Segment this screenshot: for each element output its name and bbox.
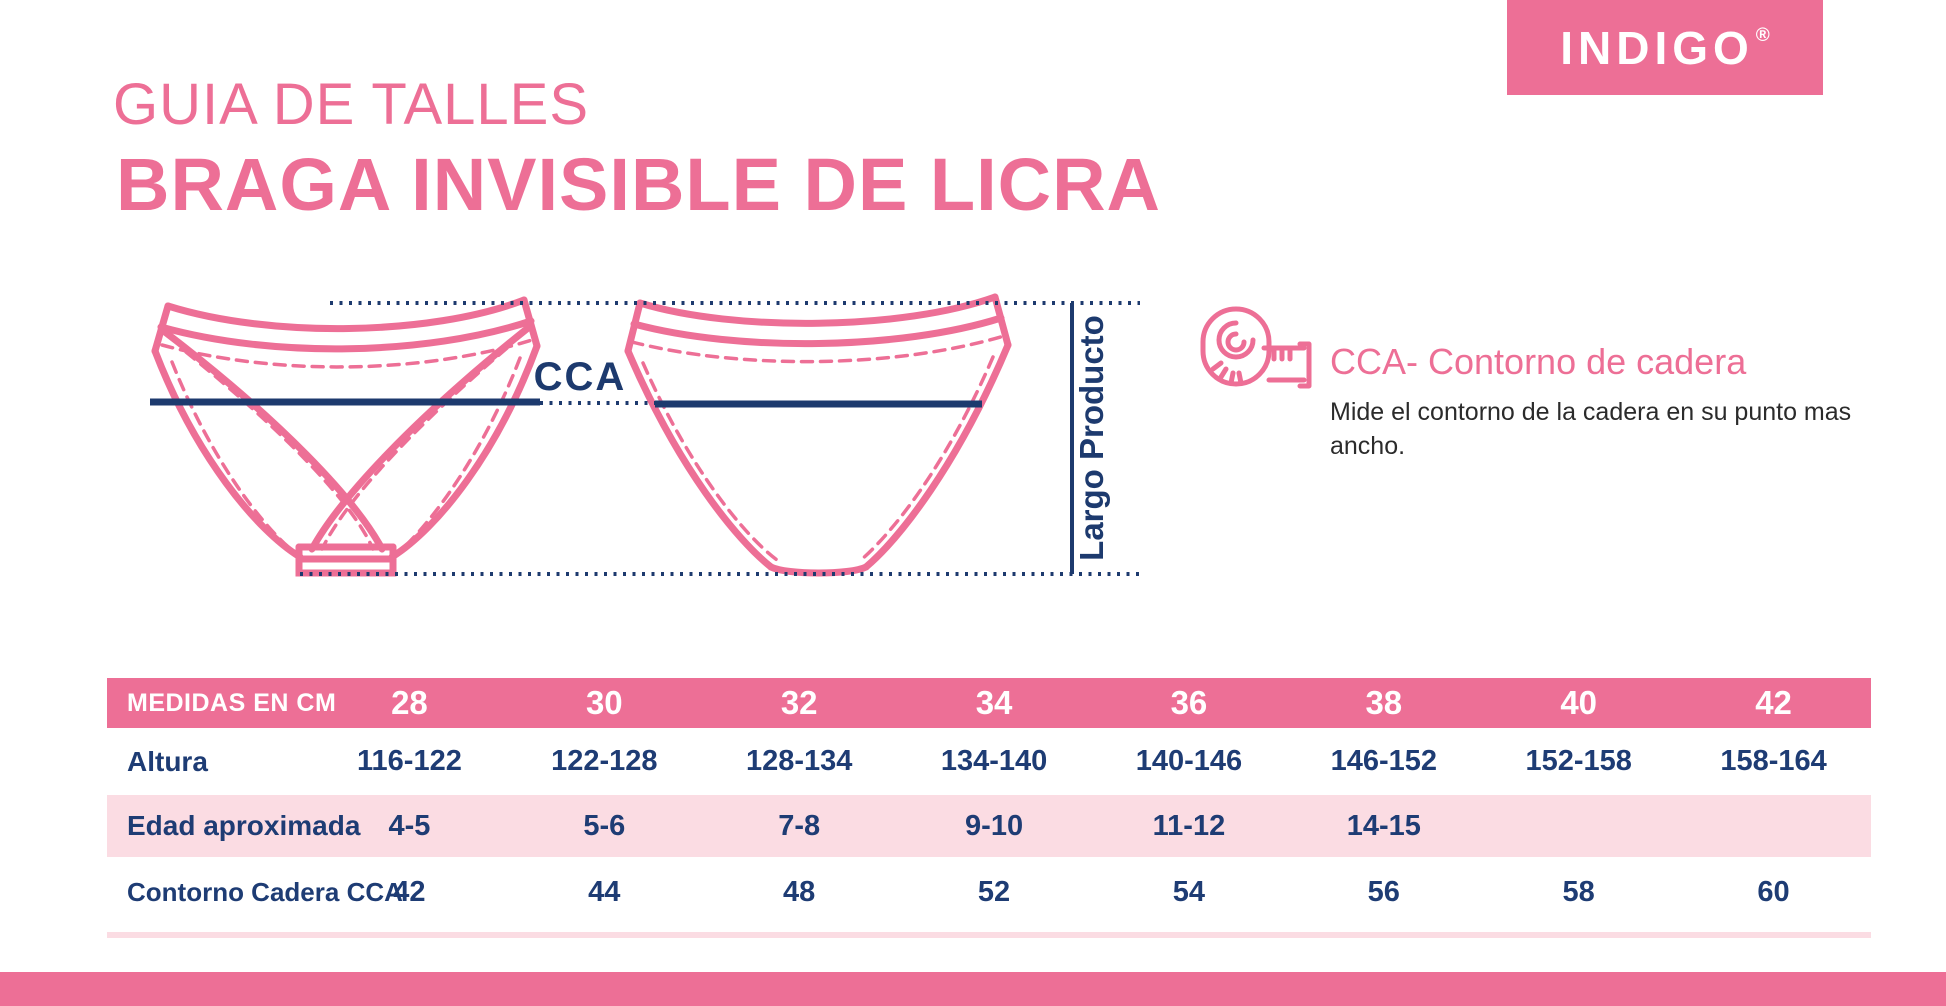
cca-line-label: CCA [534, 355, 627, 399]
table-cell: 9-10 [965, 809, 1024, 842]
size-table: MEDIDAS EN CM 28 30 32 34 36 38 40 42 Al… [107, 678, 1871, 938]
table-cell: 56 [1367, 875, 1400, 908]
table-cell: 134-140 [940, 745, 1048, 777]
cca-info-block: CCA- Contorno de cadera Mide el contorno… [1330, 342, 1946, 464]
table-cell: 7-8 [778, 809, 821, 842]
row-label: Altura [127, 745, 208, 777]
measuring-tape-icon [1200, 306, 1312, 389]
page-title-line2: BRAGA INVISIBLE DE LICRA [116, 143, 1161, 226]
registered-mark: ® [1755, 25, 1770, 46]
table-cell: 140-146 [1135, 745, 1243, 777]
page-title-line1: GUIA DE TALLES [113, 72, 590, 137]
table-cell: 11-12 [1152, 809, 1226, 842]
size-table-header-label: MEDIDAS EN CM [127, 688, 337, 717]
size-table-header: MEDIDAS EN CM 28 30 32 34 36 38 40 42 [107, 678, 1871, 728]
size-column-header: 40 [1560, 684, 1598, 721]
row-label: Contorno Cadera CCA [127, 876, 403, 907]
table-cell: 44 [588, 875, 621, 908]
cca-info-heading: CCA- Contorno de cadera [1330, 341, 1747, 382]
size-column-header: 34 [975, 684, 1013, 721]
size-column-header: 36 [1170, 684, 1208, 721]
table-row-altura: Altura 116-122 122-128 128-134 134-140 1… [107, 728, 1871, 795]
table-row-edad-aproximada: Edad aproximada 4-5 5-6 7-8 9-10 11-12 1… [107, 795, 1871, 857]
table-cell: 116-122 [357, 745, 462, 777]
table-cell: 158-164 [1720, 745, 1827, 777]
table-cell: 4-5 [388, 809, 431, 842]
table-cell: 48 [783, 875, 816, 908]
table-cell: 42 [393, 875, 426, 908]
table-cell: 58 [1562, 875, 1595, 908]
table-cell: 14-15 [1346, 809, 1421, 842]
table-cell: 122-128 [551, 745, 658, 777]
table-cell: 128-134 [745, 745, 853, 777]
size-column-header: 42 [1755, 684, 1792, 721]
row-label: Edad aproximada [127, 810, 361, 841]
table-cell: 54 [1172, 875, 1206, 908]
table-cell: 152-158 [1525, 745, 1632, 777]
table-cell: 5-6 [583, 809, 626, 842]
table-cell: 60 [1757, 875, 1790, 908]
table-row-contorno-cadera: Contorno Cadera CCA 42 44 48 52 54 56 58… [107, 857, 1871, 927]
brand-logo-text: INDIGO [1560, 21, 1754, 74]
bottom-accent-bar [0, 972, 1946, 1006]
table-cell: 146-152 [1330, 745, 1438, 777]
size-column-header: 30 [585, 684, 623, 721]
size-column-header: 28 [391, 684, 428, 721]
size-column-header: 32 [780, 684, 818, 721]
panty-back-illustration [151, 296, 541, 577]
panty-front-illustration [624, 293, 1012, 577]
size-column-header: 38 [1365, 684, 1403, 721]
largo-producto-label: Largo Producto [1073, 315, 1110, 561]
brand-logo-inner: INDIGO ® [1560, 0, 1770, 95]
cca-info-description: Mide el contorno de la cadera en su punt… [1330, 397, 1852, 461]
table-bottom-divider [107, 932, 1871, 938]
table-cell: 52 [977, 875, 1011, 908]
measurement-lines [150, 301, 1140, 576]
brand-logo: INDIGO ® [1507, 0, 1823, 95]
panty-measurement-diagram: CCA Largo Producto [150, 293, 1140, 577]
